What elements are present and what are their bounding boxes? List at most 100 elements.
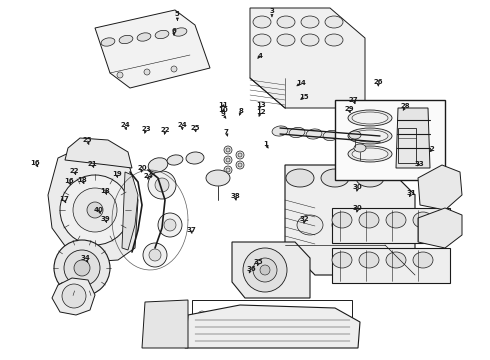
Ellipse shape: [340, 132, 356, 142]
Circle shape: [226, 158, 230, 162]
Ellipse shape: [367, 215, 393, 235]
Ellipse shape: [348, 110, 392, 126]
Text: 4: 4: [257, 53, 262, 59]
Circle shape: [117, 72, 123, 78]
Text: 35: 35: [254, 259, 264, 266]
Ellipse shape: [186, 152, 204, 164]
Circle shape: [62, 284, 86, 308]
Ellipse shape: [386, 252, 406, 268]
Ellipse shape: [386, 212, 406, 228]
Text: 28: 28: [401, 103, 411, 110]
Circle shape: [87, 202, 103, 218]
Text: 24: 24: [120, 122, 130, 130]
Ellipse shape: [352, 148, 388, 160]
Circle shape: [164, 219, 176, 231]
Ellipse shape: [352, 112, 388, 124]
Text: 34: 34: [81, 256, 91, 262]
Ellipse shape: [332, 215, 358, 235]
Circle shape: [226, 168, 230, 172]
Ellipse shape: [155, 30, 169, 39]
Circle shape: [238, 153, 242, 157]
Text: 10: 10: [218, 107, 228, 113]
Ellipse shape: [357, 134, 373, 144]
Polygon shape: [48, 150, 138, 262]
Text: 13: 13: [256, 102, 266, 109]
Circle shape: [253, 258, 277, 282]
Ellipse shape: [348, 128, 392, 144]
Ellipse shape: [137, 33, 151, 41]
Polygon shape: [95, 10, 210, 88]
Ellipse shape: [253, 34, 271, 46]
Text: 36: 36: [246, 266, 256, 273]
Ellipse shape: [352, 130, 388, 142]
Text: 40: 40: [94, 207, 104, 213]
Text: 2: 2: [430, 147, 435, 152]
Polygon shape: [285, 165, 415, 275]
Circle shape: [73, 188, 117, 232]
Circle shape: [143, 243, 167, 267]
Ellipse shape: [253, 16, 271, 28]
Polygon shape: [418, 165, 462, 210]
Ellipse shape: [354, 144, 366, 152]
Text: 25: 25: [82, 138, 92, 144]
Ellipse shape: [306, 129, 322, 139]
Circle shape: [236, 151, 244, 159]
Text: 16: 16: [64, 178, 74, 185]
Text: 32: 32: [300, 216, 310, 223]
Ellipse shape: [356, 169, 384, 187]
Ellipse shape: [289, 127, 305, 138]
Ellipse shape: [119, 35, 133, 44]
Circle shape: [64, 250, 100, 286]
Text: 14: 14: [296, 80, 306, 86]
Text: 15: 15: [299, 94, 309, 100]
Ellipse shape: [359, 252, 379, 268]
Circle shape: [149, 249, 161, 261]
Polygon shape: [65, 138, 132, 168]
Text: 23: 23: [141, 126, 151, 133]
Ellipse shape: [148, 158, 168, 172]
Ellipse shape: [325, 16, 343, 28]
Ellipse shape: [206, 170, 230, 186]
Ellipse shape: [286, 169, 314, 187]
Text: 30: 30: [353, 205, 363, 212]
Text: 11: 11: [218, 102, 228, 108]
Ellipse shape: [413, 212, 433, 228]
Text: 31: 31: [407, 190, 416, 197]
Ellipse shape: [301, 34, 319, 46]
Ellipse shape: [167, 155, 183, 165]
Bar: [192, 300, 352, 330]
Text: 37: 37: [186, 227, 196, 233]
Text: 22: 22: [161, 127, 171, 134]
Circle shape: [224, 146, 232, 154]
Text: 12: 12: [256, 109, 266, 116]
Circle shape: [238, 163, 242, 167]
Text: 17: 17: [59, 196, 69, 203]
Polygon shape: [142, 300, 188, 348]
Polygon shape: [122, 172, 138, 250]
Circle shape: [224, 156, 232, 164]
Ellipse shape: [349, 131, 361, 139]
Bar: [398, 128, 416, 163]
Circle shape: [158, 213, 182, 237]
Text: 39: 39: [100, 216, 110, 222]
Ellipse shape: [101, 38, 115, 46]
Circle shape: [260, 265, 270, 275]
Circle shape: [171, 66, 177, 72]
Bar: [332, 248, 450, 283]
Ellipse shape: [325, 34, 343, 46]
Text: 24: 24: [143, 173, 153, 179]
Text: 18: 18: [100, 188, 110, 194]
Text: 9: 9: [220, 112, 226, 118]
Text: 7: 7: [224, 130, 229, 136]
Ellipse shape: [301, 16, 319, 28]
Text: 21: 21: [87, 161, 97, 167]
Text: 22: 22: [70, 168, 79, 175]
Polygon shape: [185, 305, 360, 348]
Ellipse shape: [321, 169, 349, 187]
Text: 6: 6: [172, 28, 176, 35]
Bar: [335, 100, 445, 180]
Text: 24: 24: [177, 122, 187, 130]
Bar: [332, 208, 450, 243]
Text: 1: 1: [263, 141, 268, 148]
Text: 20: 20: [137, 166, 147, 172]
